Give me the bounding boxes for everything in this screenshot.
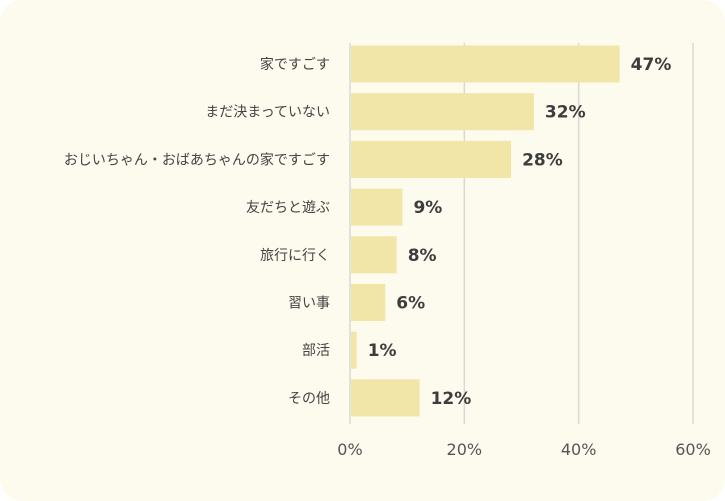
x-tick-label: 20% <box>447 440 483 459</box>
x-tick-label: 60% <box>675 440 711 459</box>
bar-1 <box>351 93 534 131</box>
bar-2 <box>351 140 512 178</box>
value-label: 12% <box>431 389 472 409</box>
value-label: 28% <box>522 150 563 170</box>
bars <box>351 45 620 417</box>
labels: 0% 20% 40% 60% 家ですごす 47% まだ決まっていない 32% おじいちゃん・おば… <box>64 55 711 459</box>
value-label: 6% <box>396 294 425 314</box>
value-label: 47% <box>631 55 672 75</box>
category-label: 家ですごす <box>260 56 330 73</box>
x-tick-label: 0% <box>337 440 362 459</box>
bar-6 <box>351 331 357 369</box>
bar-0 <box>351 45 620 83</box>
category-label: その他 <box>288 391 330 407</box>
value-label: 8% <box>408 246 437 266</box>
value-label: 1% <box>368 341 397 361</box>
category-label: 部活 <box>302 343 330 359</box>
category-label: 旅行に行く <box>260 248 330 264</box>
value-label: 32% <box>545 103 586 123</box>
bar-3 <box>351 188 403 226</box>
bar-7 <box>351 379 420 417</box>
bar-4 <box>351 236 397 274</box>
value-label: 9% <box>413 198 442 218</box>
category-label: まだ決まっていない <box>205 105 330 121</box>
bar-5 <box>351 284 386 321</box>
category-label: 友だちと遊ぶ <box>246 200 330 216</box>
x-tick-label: 40% <box>561 440 597 459</box>
category-label: 習い事 <box>288 296 330 312</box>
category-label: おじいちゃん・おばあちゃんの家ですごす <box>64 151 330 168</box>
